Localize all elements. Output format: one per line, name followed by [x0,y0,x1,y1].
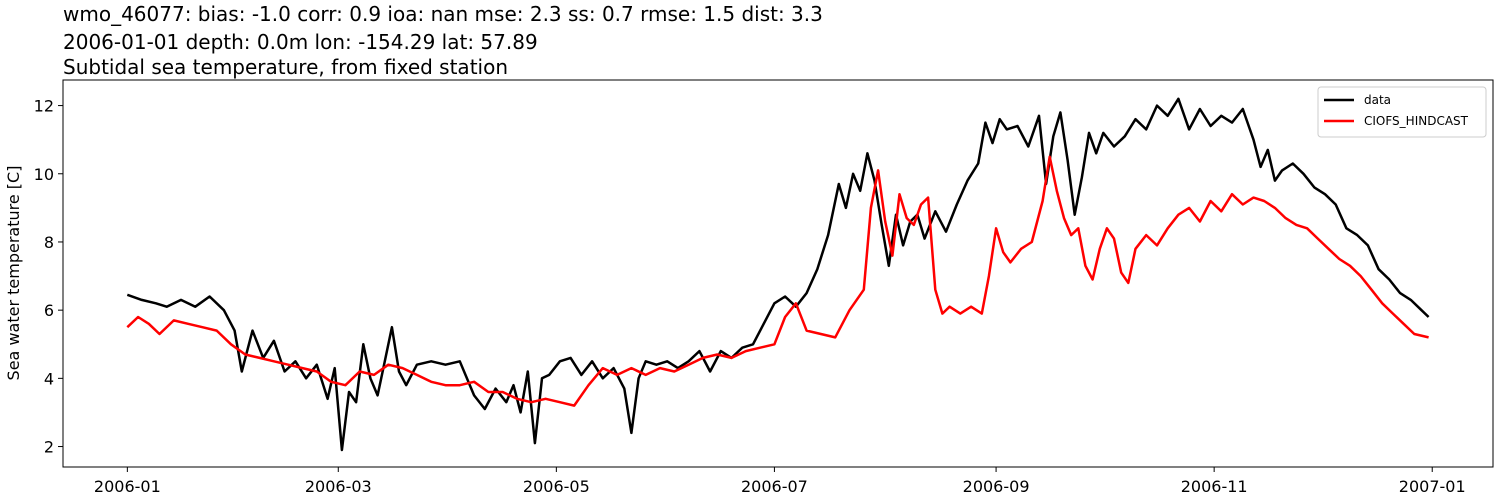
y-tick-label: 4 [44,369,54,388]
y-tick-label: 6 [44,301,54,320]
x-tick-label: 2006-09 [963,477,1030,496]
series-lines [126,97,1430,452]
y-tick-label: 12 [34,97,54,116]
chart-title-description: Subtidal sea temperature, from fixed sta… [63,55,508,79]
legend-box [1317,86,1487,138]
y-axis: 2 4 6 8 10 12 [34,97,63,457]
x-tick-label: 2006-11 [1181,477,1248,496]
y-tick-label: 2 [44,438,54,457]
legend-label-model: CIOFS_HINDCAST [1364,114,1469,128]
chart-title-stats: wmo_46077: bias: -1.0 corr: 0.9 ioa: nan… [63,2,823,26]
plot-area-frame [62,79,1494,468]
y-tick-label: 8 [44,233,54,252]
x-tick-label: 2006-07 [741,477,808,496]
series-line-model [126,155,1429,407]
chart-title-location: 2006-01-01 depth: 0.0m lon: -154.29 lat:… [63,30,538,54]
y-axis-label: Sea water temperature [C] [4,166,23,381]
x-tick-label: 2006-03 [305,477,372,496]
x-tick-label: 2006-05 [523,477,590,496]
y-tick-label: 10 [34,165,54,184]
x-tick-label: 2007-01 [1399,477,1466,496]
x-axis: 2006-01 2006-03 2006-05 2006-07 2006-09 2006-… [94,467,1466,496]
x-tick-label: 2006-01 [94,477,161,496]
series-line-data [126,97,1430,452]
legend-label-data: data [1364,93,1391,107]
legend: data CIOFS_HINDCAST [1317,86,1487,138]
